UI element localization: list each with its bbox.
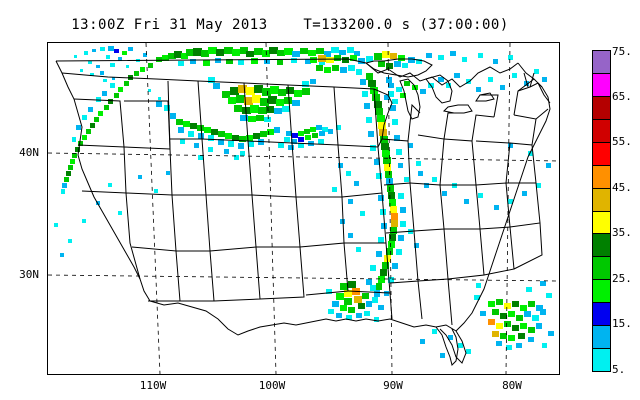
colorbar-label-45: 45. bbox=[612, 181, 632, 194]
colorbar-label-35: 35. bbox=[612, 226, 632, 239]
colorbar-cell-1 bbox=[593, 326, 610, 350]
colorbar-label-75: 75. bbox=[612, 45, 632, 58]
colorbar-label-15: 15. bbox=[612, 317, 632, 330]
x-tick-label-80w: 80W bbox=[502, 379, 522, 392]
lat-lon-grid bbox=[48, 43, 559, 374]
map-plot-area bbox=[47, 42, 560, 375]
map-boundaries bbox=[55, 58, 551, 366]
colorbar-cell-12 bbox=[593, 74, 610, 97]
colorbar-label-55: 55. bbox=[612, 135, 632, 148]
colorbar-label-65: 65. bbox=[612, 90, 632, 103]
colorbar-cell-7 bbox=[593, 188, 610, 212]
map-canvas bbox=[48, 43, 559, 374]
colorbar-labels: 5. 15. 25. 35. 45. 55. 65. 75. bbox=[612, 42, 640, 382]
colorbar-cell-2 bbox=[593, 303, 610, 327]
plot-title: 13:00Z Fri 31 May 2013 T=133200.0 s (37:… bbox=[71, 17, 509, 33]
colorbar-cell-11 bbox=[593, 96, 610, 120]
y-tick-label-40n: 40N bbox=[19, 146, 39, 159]
colorbar-cell-6 bbox=[593, 211, 610, 235]
colorbar-cell-9 bbox=[593, 142, 610, 166]
x-tick-label-100w: 100W bbox=[258, 379, 286, 392]
colorbar-cell-0 bbox=[593, 349, 610, 371]
colorbar-label-5: 5. bbox=[612, 363, 626, 376]
colorbar-cell-5 bbox=[593, 234, 610, 258]
colorbar-cell-3 bbox=[593, 280, 610, 304]
colorbar-cell-10 bbox=[593, 119, 610, 143]
colorbar-cell-13 bbox=[593, 51, 610, 75]
colorbar-cell-8 bbox=[593, 165, 610, 189]
reflectivity-colorbar bbox=[592, 50, 611, 372]
colorbar-cell-4 bbox=[593, 257, 610, 281]
x-tick-label-90w: 90W bbox=[383, 379, 403, 392]
y-tick-label-30n: 30N bbox=[19, 268, 39, 281]
colorbar-label-25: 25. bbox=[612, 272, 632, 285]
radar-reflectivity-field bbox=[54, 46, 554, 358]
x-tick-label-110w: 110W bbox=[139, 379, 167, 392]
